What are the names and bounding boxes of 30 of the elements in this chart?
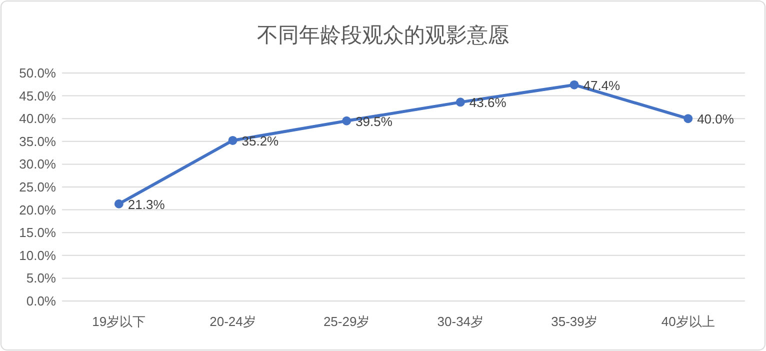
x-tick-label: 20-24岁: [210, 314, 256, 329]
y-tick-label: 30.0%: [19, 156, 56, 172]
data-label: 39.5%: [356, 114, 393, 129]
data-label: 43.6%: [469, 95, 507, 110]
y-tick-label: 35.0%: [19, 134, 56, 149]
y-tick-label: 15.0%: [19, 225, 56, 240]
data-label: 40.0%: [697, 112, 734, 127]
point: [114, 199, 124, 208]
y-tick-label: 10.0%: [19, 248, 56, 263]
data-label: 47.4%: [583, 78, 621, 93]
chart-title: 不同年龄段观众的观影意愿: [257, 24, 509, 47]
x-tick-label: 30-34岁: [437, 314, 484, 329]
point: [342, 116, 352, 126]
y-tick-label: 0.0%: [26, 294, 56, 308]
data-label: 21.3%: [128, 196, 166, 212]
y-tick-label: 25.0%: [19, 180, 56, 194]
x-tick-label: 40岁以上: [661, 314, 715, 329]
point: [684, 114, 693, 124]
y-tick-label: 45.0%: [19, 88, 56, 104]
y-tick-label: 5.0%: [26, 270, 56, 286]
x-tick-label: 35-39岁: [551, 314, 598, 329]
x-tick-label: 19岁以下: [92, 314, 146, 329]
data-label: 35.2%: [242, 133, 280, 148]
point: [570, 80, 579, 90]
y-tick-label: 50.0%: [19, 66, 56, 80]
point: [456, 98, 465, 107]
x-tick-label: 25-29岁: [323, 314, 370, 329]
y-tick-label: 20.0%: [19, 202, 56, 218]
y-tick-label: 40.0%: [19, 111, 56, 126]
point: [228, 136, 238, 145]
